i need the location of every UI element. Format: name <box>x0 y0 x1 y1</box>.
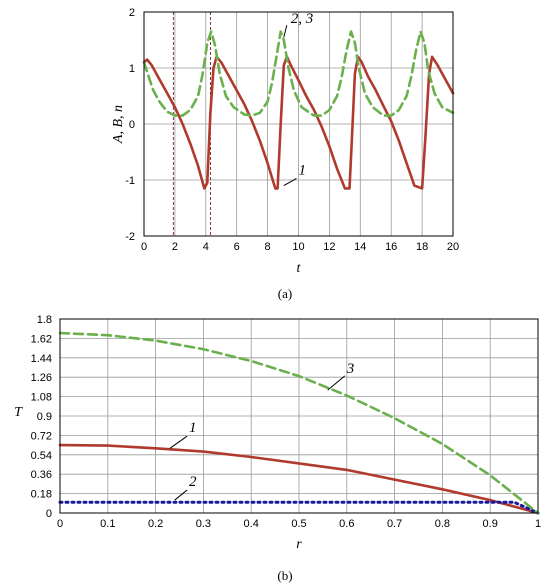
a-x-tick-label: 0 <box>141 241 147 253</box>
panel-b-series <box>58 331 540 515</box>
a-y-tick-label: 1 <box>129 63 135 75</box>
b-leader-line <box>169 435 188 449</box>
a-x-tick-label: 6 <box>234 241 240 253</box>
b-x-tick-label: 0.8 <box>435 518 450 530</box>
a-y-tick-label: -1 <box>125 175 135 187</box>
panel-b-y-axis-label: T <box>14 405 23 420</box>
panel-b-caption: (b) <box>277 568 292 583</box>
b-y-tick-label: 1.44 <box>31 353 52 365</box>
a-leader-line <box>283 177 297 187</box>
b-y-tick-label: 1.8 <box>37 314 52 326</box>
a-x-tick-label: 10 <box>292 241 304 253</box>
panel-a-frame <box>143 11 454 237</box>
a-y-tick-label: -2 <box>125 231 135 243</box>
a-series-line-2 <box>142 30 455 117</box>
a-x-tick-label: 8 <box>265 241 271 253</box>
b-y-tick-label: 0.18 <box>31 489 52 501</box>
panel-b-annotations: 3 1 2 <box>169 361 355 501</box>
b-y-tick-label: 1.26 <box>31 372 52 384</box>
panel-a-series <box>142 30 455 190</box>
b-x-tick-label: 0.3 <box>196 518 211 530</box>
panel-a-grid <box>143 11 454 237</box>
b-x-tick-label: 0 <box>57 518 63 530</box>
b-y-tick-label: 1.62 <box>31 333 52 345</box>
a-curve-label: 2, 3 <box>291 11 314 27</box>
b-y-tick-label: 0 <box>46 508 52 520</box>
panel-b-grid <box>59 318 539 514</box>
a-series-line-1 <box>142 55 455 190</box>
a-x-tick-label: 16 <box>385 241 397 253</box>
b-x-tick-label: 1 <box>535 518 541 530</box>
a-y-tick-label: 2 <box>129 7 135 19</box>
panel-b-ticks: 0 0.1 0.2 0.3 0.4 0.5 0.6 0.7 0.8 0.9 1 1.8 1.62 1.44… <box>31 314 541 530</box>
b-x-tick-label: 0.2 <box>148 518 163 530</box>
a-x-tick-label: 18 <box>416 241 428 253</box>
b-leader-line <box>327 375 346 391</box>
panel-b: 0 0.1 0.2 0.3 0.4 0.5 0.6 0.7 0.8 0.9 1 1.8 1.62 1.44… <box>14 314 541 583</box>
panel-a-caption: (a) <box>278 286 292 301</box>
a-x-tick-label: 20 <box>447 241 459 253</box>
b-series-line-3 <box>58 331 540 515</box>
b-y-tick-label: 1.08 <box>31 392 52 404</box>
b-series-line-2 <box>58 500 540 515</box>
b-x-tick-label: 0.4 <box>244 518 259 530</box>
a-y-tick-label: 0 <box>129 119 135 131</box>
a-x-tick-label: 12 <box>323 241 335 253</box>
a-x-tick-label: 4 <box>203 241 209 253</box>
b-curve-label: 3 <box>346 361 355 377</box>
b-y-tick-label: 0.54 <box>31 450 52 462</box>
a-curve-label: 1 <box>299 162 307 178</box>
b-x-tick-label: 0.6 <box>339 518 354 530</box>
a-x-tick-label: 14 <box>354 241 366 253</box>
b-y-tick-label: 0.36 <box>31 469 52 481</box>
panel-a-x-axis-label: t <box>297 261 302 276</box>
panel-a-annotations: 2, 3 1 <box>283 11 314 187</box>
b-x-tick-label: 0.7 <box>387 518 402 530</box>
b-x-tick-label: 0.5 <box>291 518 306 530</box>
b-y-tick-label: 0.9 <box>37 411 52 423</box>
b-curve-label: 2 <box>189 474 197 490</box>
b-y-tick-label: 0.72 <box>31 430 52 442</box>
b-series-line-1 <box>58 443 540 515</box>
b-leader-line <box>174 489 188 501</box>
b-x-tick-label: 0.1 <box>100 518 115 530</box>
a-x-tick-label: 2 <box>172 241 178 253</box>
panel-a-y-axis-label: A, B, n <box>111 105 126 144</box>
b-x-tick-label: 0.9 <box>483 518 498 530</box>
panel-b-frame <box>59 318 539 514</box>
b-curve-label: 1 <box>189 420 197 436</box>
panel-b-x-axis-label: r <box>296 537 302 552</box>
a-leader-line <box>283 25 288 38</box>
